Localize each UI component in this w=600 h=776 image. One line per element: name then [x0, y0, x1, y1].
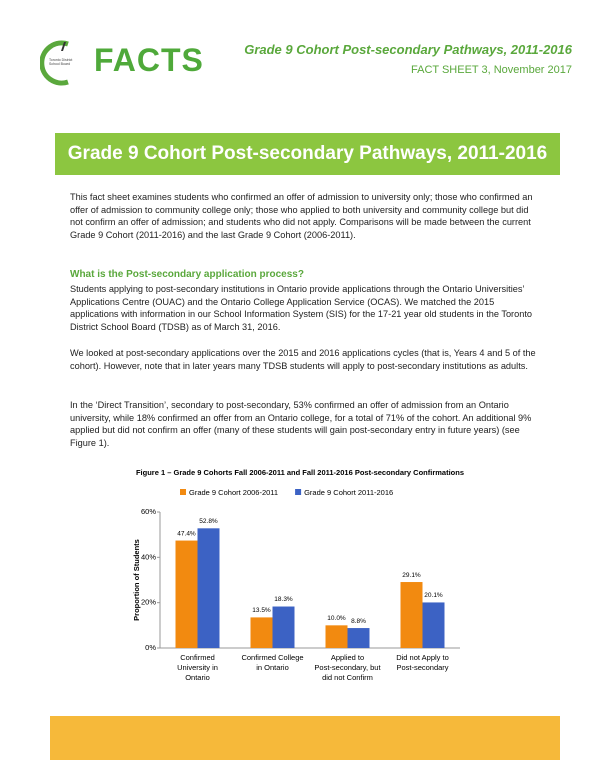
legend-label: Grade 9 Cohort 2006-2011	[189, 488, 278, 497]
x-tick-label: Confirmed College in Ontario	[241, 653, 303, 672]
y-tick-label: 0%	[145, 643, 156, 652]
chart: Figure 1 – Grade 9 Cohorts Fall 2006-201…	[132, 468, 464, 682]
header-subtitle: FACT SHEET 3, November 2017	[411, 64, 572, 76]
x-tick-label: Did not Apply to Post-secondary	[396, 653, 449, 672]
value-label: 18.3%	[274, 596, 293, 603]
intro: This fact sheet examines students who co…	[70, 192, 533, 240]
bar	[400, 582, 423, 648]
value-label: 13.5%	[252, 607, 271, 614]
y-tick-label: 20%	[141, 598, 156, 607]
bar	[250, 617, 273, 648]
chart-title: Figure 1 – Grade 9 Cohorts Fall 2006-201…	[136, 468, 464, 477]
logo-mark	[40, 40, 69, 86]
y-tick-label: 40%	[141, 552, 156, 561]
legend-label: Grade 9 Cohort 2011-2016	[304, 488, 393, 497]
value-label: 20.1%	[424, 592, 443, 599]
bar	[347, 628, 370, 648]
value-label: 8.8%	[351, 618, 366, 625]
bar	[325, 625, 348, 648]
value-label: 47.4%	[177, 530, 196, 537]
bar	[272, 606, 295, 648]
header-title: Grade 9 Cohort Post-secondary Pathways, …	[244, 42, 572, 57]
logo-subtext: Toronto District School Board	[49, 58, 73, 66]
paragraph: We looked at post-secondary applications…	[70, 348, 536, 371]
value-label: 10.0%	[327, 615, 346, 622]
section-heading: What is the Post-secondary application p…	[70, 269, 304, 280]
bar	[422, 602, 445, 648]
paragraph: In the ‘Direct Transition’, secondary to…	[70, 400, 532, 448]
value-label: 29.1%	[402, 572, 421, 579]
y-tick-label: 60%	[141, 507, 156, 516]
y-axis-title: Proportion of Students	[132, 539, 141, 621]
paragraph: Students applying to post-secondary inst…	[70, 284, 532, 332]
logo-text: FACTS	[94, 42, 204, 78]
footer-band	[50, 716, 560, 760]
value-label: 52.8%	[199, 518, 218, 525]
x-tick-label: Applied to Post-secondary, but did not Con…	[314, 653, 381, 682]
bar	[175, 540, 198, 648]
legend-swatch	[180, 489, 186, 495]
legend-swatch	[295, 489, 302, 495]
bar	[197, 528, 220, 648]
x-tick-label: Confirmed University in Ontario	[177, 653, 218, 682]
banner: Grade 9 Cohort Post-secondary Pathways, …	[55, 133, 560, 175]
